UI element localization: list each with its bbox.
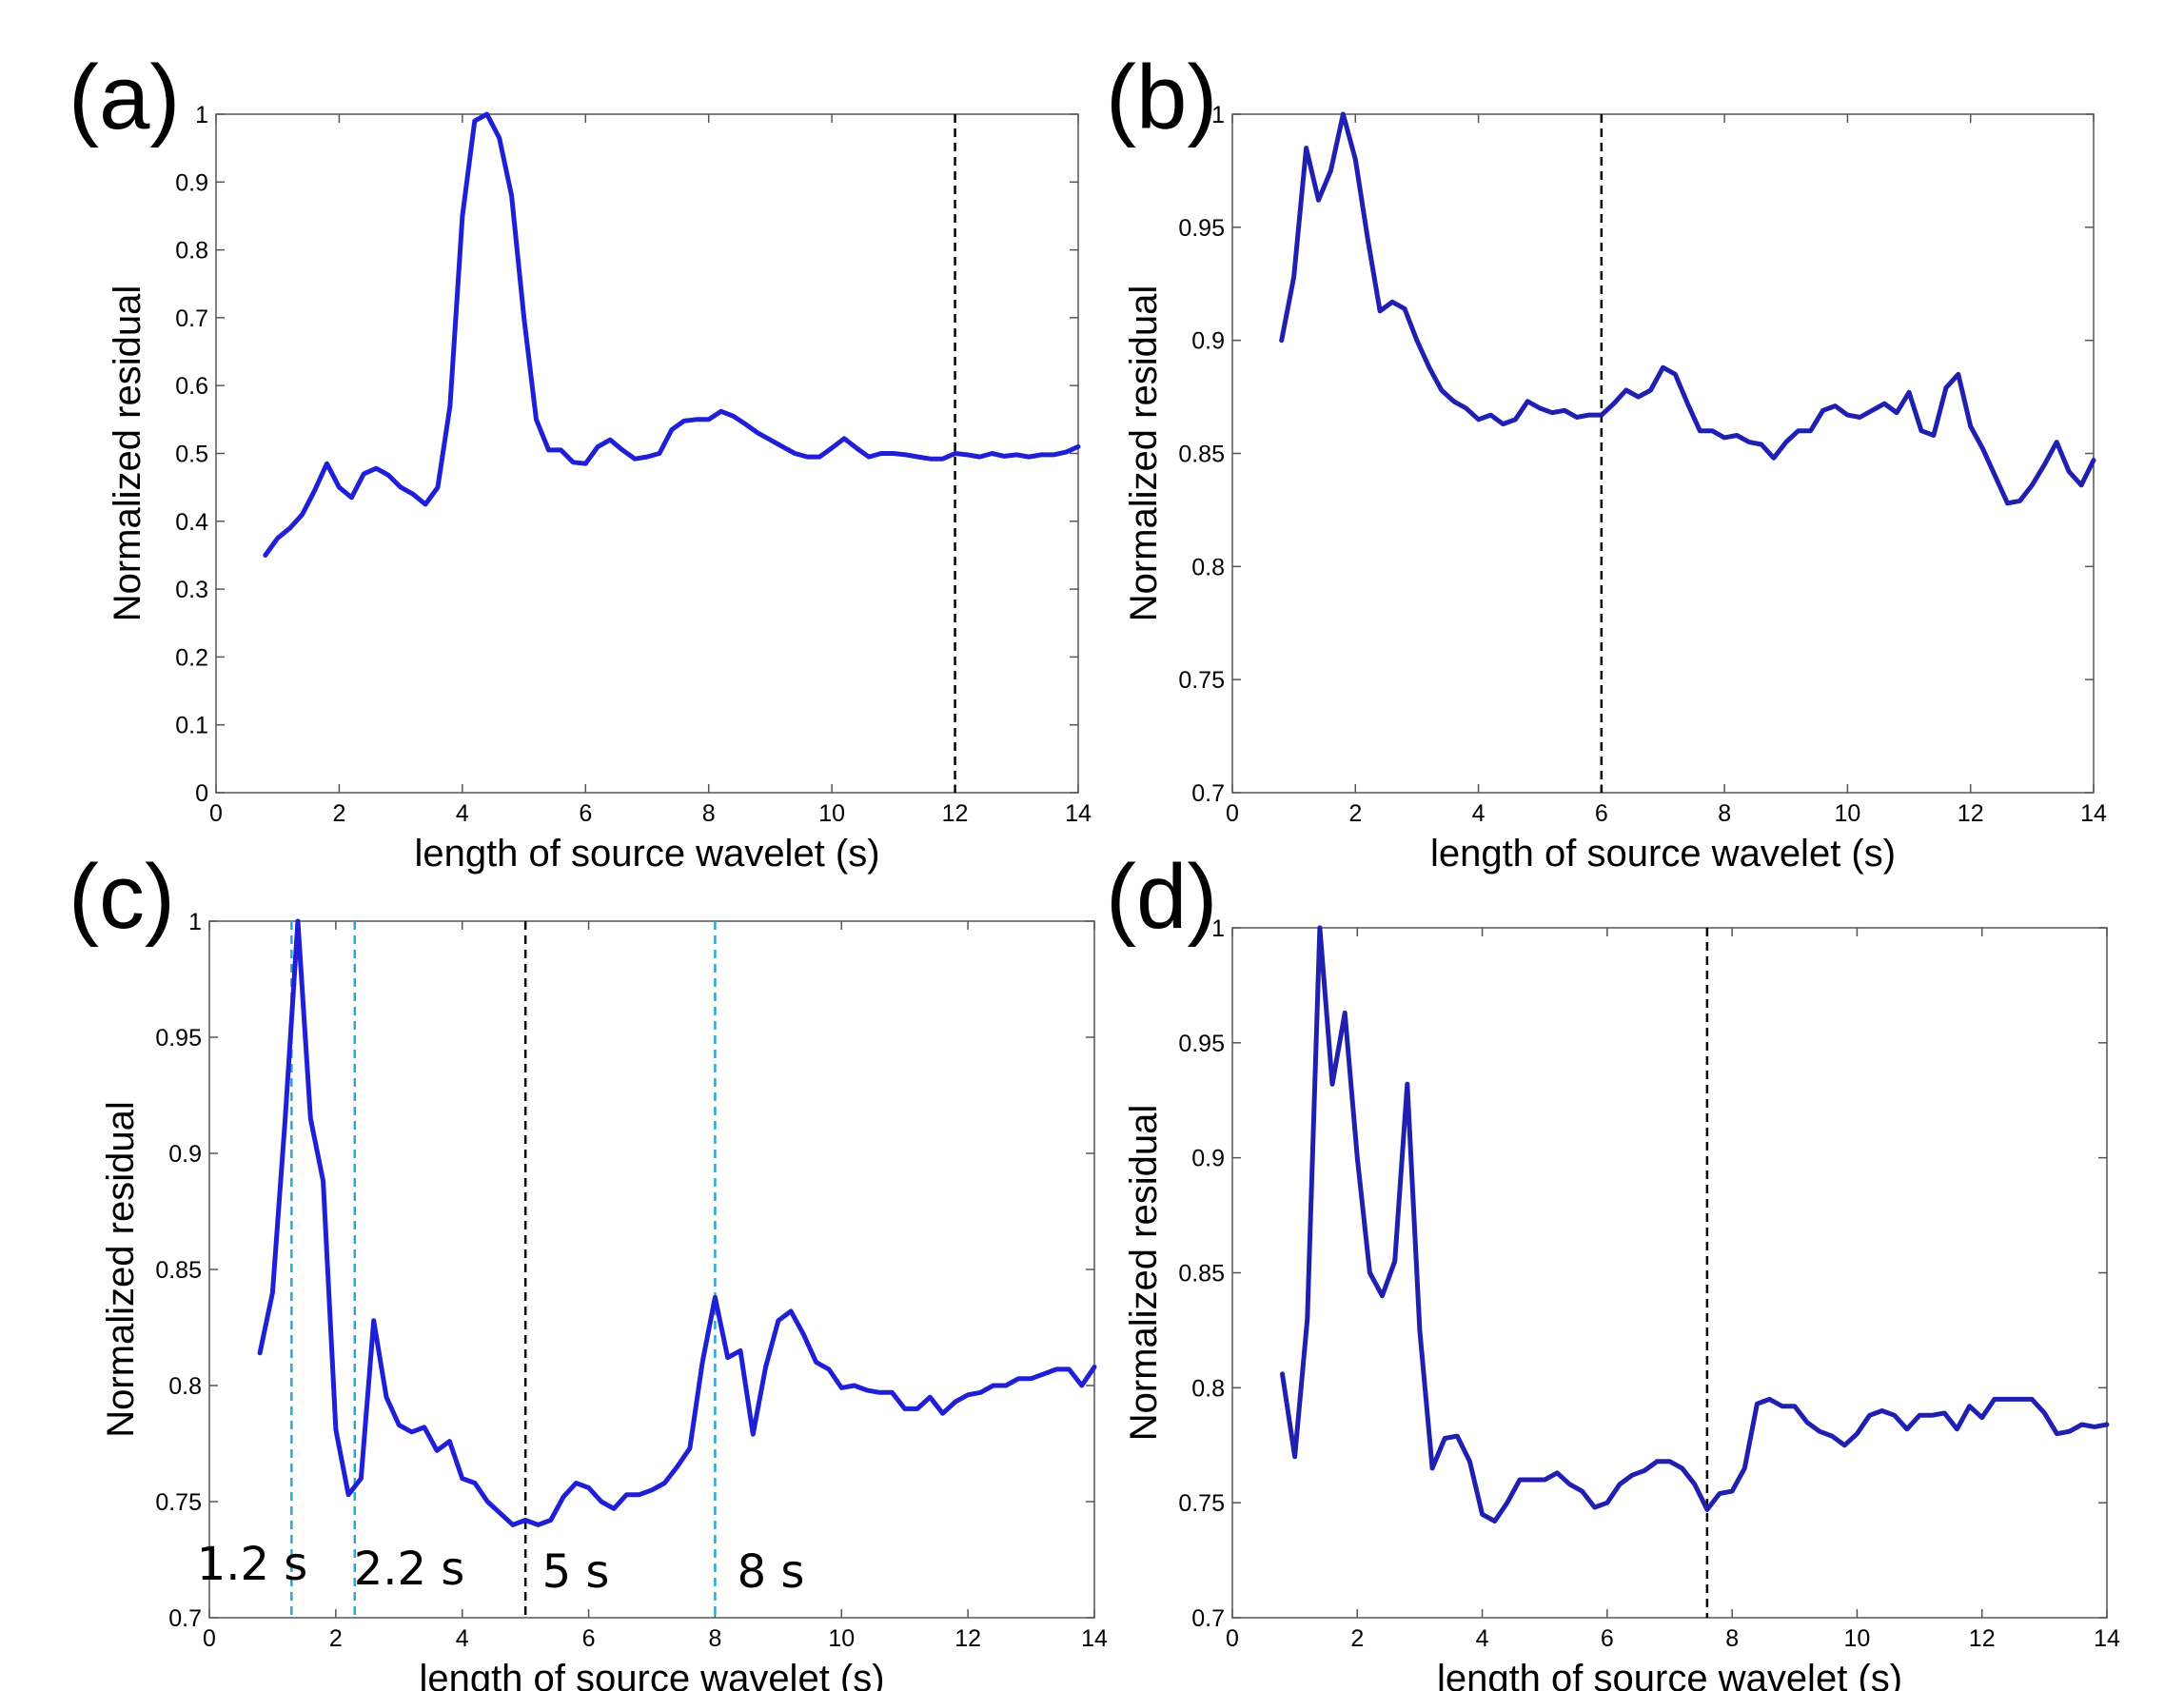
y-tick-label: 0.7 (168, 1605, 202, 1632)
x-tick-label: 14 (2080, 800, 2107, 827)
y-tick-label: 0.75 (155, 1489, 202, 1516)
panel-label-d: (d) (1106, 846, 1217, 948)
x-tick-label: 14 (2094, 1625, 2120, 1652)
x-tick-label: 14 (1081, 1625, 1108, 1652)
y-tick-label: 0.85 (1178, 1261, 1225, 1288)
y-axis-label: Normalized residual (1123, 1105, 1165, 1441)
y-tick-label: 0.8 (175, 238, 208, 265)
data-series-line (263, 111, 1081, 558)
y-tick-label: 0.2 (175, 644, 208, 671)
y-tick-label: 0.9 (175, 169, 208, 196)
plot-area-a (215, 113, 1079, 794)
x-tick-label: 10 (1835, 800, 1861, 827)
x-tick-label: 6 (579, 800, 592, 827)
y-tick-label: 1 (1211, 915, 1225, 942)
y-tick-label: 0.85 (155, 1257, 202, 1284)
data-series-line (257, 918, 1097, 1527)
y-axis-label: Normalized residual (107, 285, 148, 621)
y-tick-label: 0.5 (175, 442, 208, 468)
y-tick-label: 0.75 (1178, 1490, 1225, 1517)
y-tick-label: 0.9 (168, 1141, 202, 1168)
y-tick-label: 1 (1211, 102, 1225, 128)
x-tick-label: 0 (209, 800, 223, 827)
chart-panel-d: 0 2 4 6 8 10 12 14 0.7 0.75 0.8 0.85 0.9 0.95 1 length … (1123, 915, 2120, 1691)
y-tick-label: 0.7 (1191, 1605, 1225, 1632)
plot-area-b (1231, 113, 2095, 794)
y-tick-label: 0.8 (168, 1373, 202, 1400)
x-tick-label: 8 (702, 800, 716, 827)
x-tick-label: 6 (1595, 800, 1608, 827)
x-tick-label: 0 (203, 1625, 216, 1652)
y-tick-label: 0.9 (1191, 1146, 1225, 1172)
x-tick-label: 10 (818, 800, 845, 827)
x-tick-label: 4 (1476, 1625, 1489, 1652)
y-tick-label: 0.75 (1178, 667, 1225, 694)
x-tick-label: 10 (1844, 1625, 1871, 1652)
x-tick-label: 8 (1725, 1625, 1739, 1652)
reference-line-label: 2.2 s (354, 1543, 465, 1596)
x-tick-label: 12 (1969, 1625, 1996, 1652)
x-tick-label: 2 (1350, 1625, 1364, 1652)
x-tick-label: 8 (1718, 800, 1731, 827)
x-tick-label: 2 (329, 1625, 343, 1652)
data-series-line (1280, 925, 2110, 1524)
panel-label-c: (c) (69, 846, 175, 948)
data-series-line (1279, 111, 2096, 506)
y-tick-label: 0.3 (175, 577, 208, 603)
reference-line-label: 1.2 s (197, 1538, 308, 1591)
x-tick-label: 4 (456, 1625, 469, 1652)
chart-panel-b: 0 2 4 6 8 10 12 14 0.7 0.75 0.8 0.85 0.9 0.95 1 length … (1123, 102, 2107, 875)
y-tick-label: 1 (195, 102, 208, 128)
x-tick-label: 4 (1472, 800, 1486, 827)
y-tick-label: 0.6 (175, 373, 208, 400)
x-tick-label: 6 (582, 1625, 596, 1652)
chart-panel-a: 0 2 4 6 8 10 12 14 0 0.1 0.2 0.3 0.4 0.5 0.6 0.7 0.8 0.9 1… (107, 102, 1092, 875)
x-tick-label: 0 (1226, 1625, 1239, 1652)
panel-label-a: (a) (69, 47, 180, 148)
x-tick-label: 6 (1601, 1625, 1614, 1652)
y-tick-label: 0 (195, 780, 208, 807)
x-axis-label: length of source wavelet (s) (1430, 833, 1896, 875)
y-tick-label: 0.1 (175, 713, 208, 739)
x-tick-label: 8 (708, 1625, 721, 1652)
y-tick-label: 0.7 (175, 305, 208, 332)
y-tick-label: 0.95 (1178, 1031, 1225, 1057)
x-tick-label: 0 (1226, 800, 1239, 827)
y-axis-label: Normalized residual (100, 1101, 142, 1437)
y-tick-label: 1 (188, 909, 202, 935)
reference-line-label: 5 s (542, 1545, 610, 1599)
panel-label-b: (b) (1106, 47, 1217, 148)
x-tick-label: 12 (1958, 800, 1984, 827)
x-axis-label: length of source wavelet (s) (414, 833, 879, 875)
y-tick-label: 0.8 (1191, 554, 1225, 580)
y-tick-label: 0.95 (155, 1025, 202, 1052)
x-tick-label: 12 (954, 1625, 981, 1652)
plot-area-c (208, 920, 1095, 1619)
y-tick-label: 0.85 (1178, 442, 1225, 468)
reference-line-label: 8 s (738, 1545, 805, 1599)
x-axis-label: length of source wavelet (s) (419, 1658, 884, 1691)
y-tick-label: 0.95 (1178, 215, 1225, 242)
chart-panel-c: 0 2 4 6 8 10 12 14 0.7 0.75 0.8 0.85 0.9 0.95 1 length … (100, 909, 1108, 1691)
x-tick-label: 4 (456, 800, 469, 827)
y-tick-label: 0.7 (1191, 780, 1225, 807)
x-axis-label: length of source wavelet (s) (1437, 1658, 1902, 1691)
y-tick-label: 0.9 (1191, 328, 1225, 355)
x-tick-label: 10 (828, 1625, 855, 1652)
x-tick-label: 14 (1065, 800, 1092, 827)
y-tick-label: 0.8 (1191, 1375, 1225, 1402)
x-tick-label: 12 (942, 800, 969, 827)
x-tick-label: 2 (1348, 800, 1362, 827)
plot-area-d (1231, 927, 2108, 1619)
y-axis-label: Normalized residual (1123, 285, 1165, 621)
y-tick-label: 0.4 (175, 509, 208, 536)
x-tick-label: 2 (332, 800, 345, 827)
